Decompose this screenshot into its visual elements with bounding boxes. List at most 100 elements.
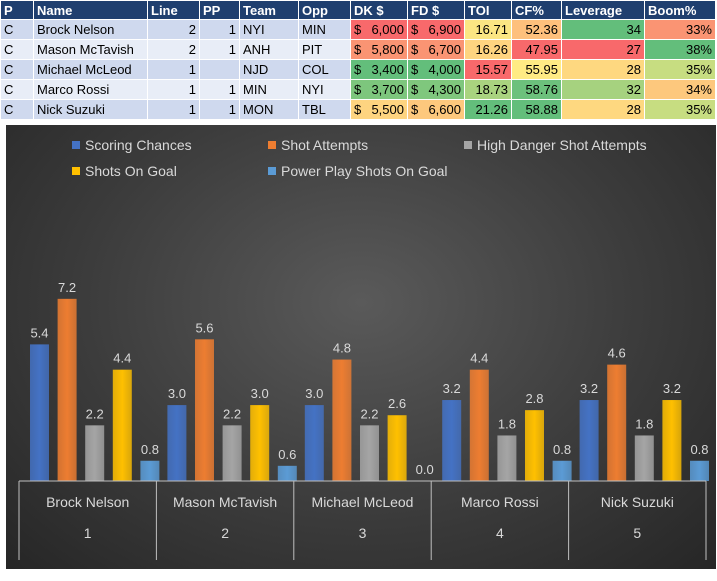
bar[interactable]	[57, 298, 77, 481]
bar[interactable]	[607, 364, 627, 481]
data-label: 2.2	[360, 406, 378, 421]
column-header[interactable]: P	[0, 0, 34, 20]
legend-label[interactable]: Shots On Goal	[85, 163, 177, 179]
cell-fd: $6,900	[407, 19, 465, 40]
cell-cf: 58.88	[511, 99, 562, 120]
table-row[interactable]: C Marco Rossi 1 1 MIN NYI $3,700 $4,300 18.73 58.…	[0, 79, 716, 100]
chart-x-axis: Brock Nelson 1 Mason McTavish 2 Michael McLe…	[18, 480, 707, 560]
data-label: 0.0	[416, 462, 434, 477]
cell-value: 6,900	[428, 22, 461, 37]
category-number: 1	[84, 525, 92, 541]
cell-line: 2	[147, 19, 200, 40]
column-header[interactable]: DK $	[350, 0, 408, 20]
currency-symbol: $	[411, 62, 419, 77]
bar[interactable]	[690, 460, 709, 481]
cell-leverage: 28	[561, 59, 645, 80]
bar[interactable]	[442, 400, 462, 481]
bar[interactable]	[525, 410, 544, 481]
cell-value: 6,600	[428, 102, 461, 117]
cell-toi: 16.71	[464, 19, 512, 40]
cell-team: MON	[239, 99, 299, 120]
category-number: 2	[221, 525, 229, 541]
column-header[interactable]: FD $	[407, 0, 465, 20]
bar[interactable]	[552, 460, 572, 481]
column-header[interactable]: PP	[199, 0, 240, 20]
cell-line: 2	[147, 39, 200, 60]
chart-bars: 5.4 7.2 2.2 4.4 0.8 3.0 5.6 2.2 3.0 0.6 3.0 4.8 2.2 2…	[30, 280, 709, 481]
cell-line: 1	[147, 79, 200, 100]
legend-label[interactable]: Shot Attempts	[281, 137, 368, 153]
bar[interactable]	[195, 339, 214, 481]
table-row[interactable]: C Nick Suzuki 1 1 MON TBL $5,500 $6,600 21.26 58.…	[0, 99, 716, 120]
cell-value: 6,000	[371, 22, 404, 37]
bar[interactable]	[277, 465, 297, 481]
data-label: 2.8	[525, 391, 543, 406]
bar[interactable]	[662, 400, 682, 481]
bar[interactable]	[30, 344, 49, 481]
cell-leverage: 27	[561, 39, 645, 60]
cell-name: Brock Nelson	[33, 19, 148, 40]
column-header[interactable]: Leverage	[561, 0, 645, 20]
table-header-row: P Name Line PP Team Opp DK $ FD $ TOI CF% Leverage…	[0, 0, 716, 20]
currency-symbol: $	[411, 42, 419, 57]
cell-opp: COL	[298, 59, 351, 80]
cell-cf: 47.95	[511, 39, 562, 60]
cell-cf: 58.76	[511, 79, 562, 100]
cell-boom: 35%	[644, 59, 716, 80]
cell-toi: 21.26	[464, 99, 512, 120]
data-label: 2.2	[223, 406, 241, 421]
cell-value: 3,700	[371, 82, 404, 97]
bar[interactable]	[304, 405, 324, 481]
category-label: Michael McLeod	[312, 494, 414, 510]
legend-label[interactable]: Power Play Shots On Goal	[281, 163, 448, 179]
currency-symbol: $	[354, 102, 362, 117]
cell-dk: $3,400	[350, 59, 408, 80]
bar[interactable]	[497, 435, 517, 481]
data-label: 1.8	[498, 416, 516, 431]
data-label: 2.6	[388, 396, 406, 411]
cell-dk: $5,800	[350, 39, 408, 60]
cell-pp: 1	[199, 19, 240, 40]
bar[interactable]	[634, 435, 654, 481]
bar[interactable]	[387, 415, 407, 481]
column-header[interactable]: Line	[147, 0, 200, 20]
data-label: 2.2	[86, 406, 104, 421]
category-label: Mason McTavish	[173, 494, 277, 510]
cell-leverage: 28	[561, 99, 645, 120]
column-header[interactable]: TOI	[464, 0, 512, 20]
data-label: 4.4	[470, 351, 488, 366]
table-row[interactable]: C Mason McTavish 2 1 ANH PIT $5,800 $6,700 16.26…	[0, 39, 716, 60]
bar[interactable]	[469, 369, 489, 481]
cell-dk: $6,000	[350, 19, 408, 40]
column-header[interactable]: Boom%	[644, 0, 716, 20]
bar[interactable]	[332, 359, 352, 481]
cell-fd: $6,700	[407, 39, 465, 60]
currency-symbol: $	[411, 22, 419, 37]
bar[interactable]	[222, 425, 242, 481]
data-label: 3.2	[443, 381, 461, 396]
bar[interactable]	[140, 460, 160, 481]
cell-boom: 34%	[644, 79, 716, 100]
table-row[interactable]: C Brock Nelson 2 1 NYI MIN $6,000 $6,900 16.71 52…	[0, 19, 716, 40]
bar[interactable]	[167, 405, 187, 481]
bar[interactable]	[112, 369, 132, 481]
column-header[interactable]: Opp	[298, 0, 351, 20]
column-header[interactable]: CF%	[511, 0, 562, 20]
table-row[interactable]: C Michael McLeod 1 NJD COL $3,400 $4,000 15.57 5…	[0, 59, 716, 80]
legend-label[interactable]: High Danger Shot Attempts	[477, 137, 647, 153]
bar-chart: Scoring Chances Shot Attempts High Danger …	[6, 125, 716, 569]
category-number: 5	[633, 525, 641, 541]
currency-symbol: $	[354, 42, 362, 57]
bar[interactable]	[250, 405, 270, 481]
bar[interactable]	[85, 425, 105, 481]
column-header[interactable]: Team	[239, 0, 299, 20]
data-label: 0.8	[690, 442, 708, 457]
bar[interactable]	[360, 425, 379, 481]
cell-opp: MIN	[298, 19, 351, 40]
cell-toi: 15.57	[464, 59, 512, 80]
legend-label[interactable]: Scoring Chances	[85, 137, 192, 153]
column-header[interactable]: Name	[33, 0, 148, 20]
bar[interactable]	[579, 400, 599, 481]
cell-team: NYI	[239, 19, 299, 40]
cell-dk: $5,500	[350, 99, 408, 120]
